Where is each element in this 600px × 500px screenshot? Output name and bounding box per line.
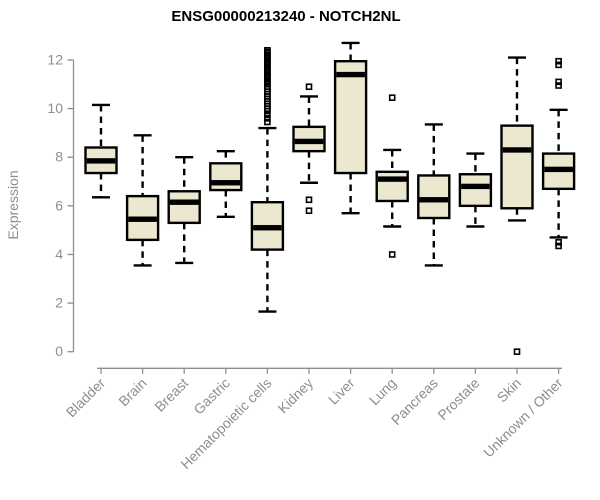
outlier-point — [305, 207, 313, 215]
median-line — [86, 158, 116, 164]
iqr-box — [333, 60, 368, 175]
outlier-point — [555, 242, 562, 250]
boxplot-pancreas — [417, 123, 451, 267]
x-tick-label-unknown-other: Unknown / Other — [480, 375, 566, 461]
median-line — [169, 199, 199, 205]
iqr-box — [375, 170, 409, 203]
outlier-point — [264, 111, 271, 118]
y-tick-label: 6 — [55, 197, 63, 213]
boxplot-gastric — [209, 149, 243, 218]
boxplot-breast — [167, 156, 201, 265]
median-line — [544, 166, 573, 173]
median-line — [253, 225, 282, 231]
median-line — [128, 216, 157, 222]
iqr-box — [500, 124, 534, 210]
boxplot-liver — [333, 41, 368, 215]
y-tick-label: 8 — [55, 149, 63, 165]
outlier-point — [513, 348, 521, 356]
median-line — [336, 71, 365, 78]
iqr-box — [417, 174, 451, 220]
x-tick-label-kidney: Kidney — [275, 375, 317, 417]
y-axis-label: Expression — [5, 170, 21, 239]
x-tick-label-bladder: Bladder — [63, 375, 109, 421]
outlier-point — [264, 118, 271, 126]
outlier-point — [305, 196, 313, 204]
median-line — [502, 147, 532, 153]
median-line — [294, 138, 324, 145]
y-tick-label: 4 — [55, 246, 63, 262]
boxplot-bladder — [84, 103, 118, 199]
iqr-box — [209, 162, 243, 192]
boxplot-skin — [500, 56, 534, 356]
y-tick-label: 10 — [47, 100, 63, 116]
median-line — [419, 197, 449, 203]
outlier-point — [388, 251, 396, 258]
median-line — [461, 183, 490, 190]
outlier-point — [555, 61, 562, 69]
outlier-point — [555, 82, 562, 89]
median-line — [377, 176, 407, 182]
boxplot-brain — [125, 134, 160, 267]
iqr-box — [167, 190, 201, 225]
boxplot-kidney — [292, 83, 326, 215]
outlier-point — [264, 107, 271, 115]
x-tick-label-lung: Lung — [366, 375, 399, 408]
x-tick-label-skin: Skin — [494, 375, 525, 406]
outlier-point — [264, 115, 271, 122]
boxplot-prostate — [458, 152, 493, 228]
outlier-point — [305, 83, 313, 91]
boxplot-hematopoietic-cells — [250, 46, 285, 313]
x-tick-label-brain: Brain — [115, 375, 149, 409]
boxes — [84, 41, 576, 356]
chart-title: ENSG00000213240 - NOTCH2NL — [171, 8, 400, 25]
y-tick-label: 2 — [55, 295, 63, 311]
y-tick-label: 12 — [47, 52, 63, 68]
y-tick-label: 0 — [55, 343, 63, 359]
x-tick-label-breast: Breast — [151, 375, 191, 415]
x-tick-label-prostate: Prostate — [434, 375, 482, 423]
outlier-point — [555, 239, 562, 246]
boxplot-lung — [375, 94, 409, 258]
iqr-box — [458, 173, 493, 208]
x-tick-label-liver: Liver — [325, 375, 358, 408]
boxplot-unknown-other — [541, 57, 576, 250]
outlier-point — [555, 78, 562, 86]
median-line — [211, 180, 241, 186]
outlier-point — [388, 94, 396, 101]
outlier-point — [555, 57, 562, 65]
